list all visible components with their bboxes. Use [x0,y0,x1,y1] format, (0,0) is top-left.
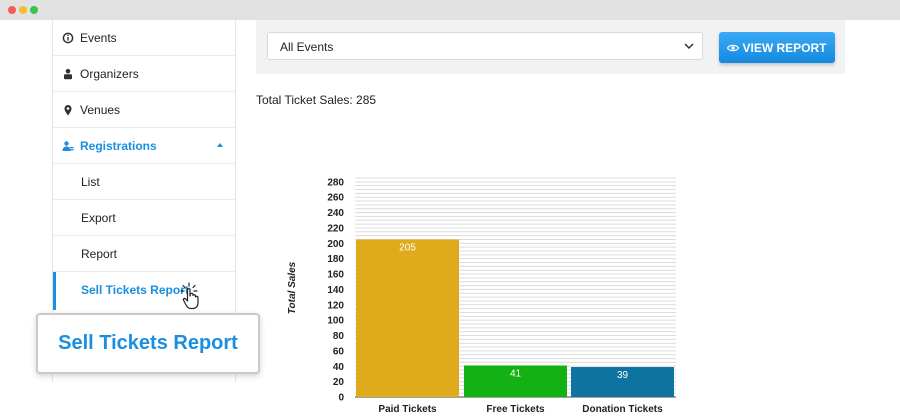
x-category-label: Paid Tickets [378,404,437,415]
y-tick-label: 100 [327,316,344,327]
sidebar-item-label: Events [80,31,117,45]
chart-bars [356,239,674,397]
sidebar-item-label: Organizers [80,67,139,81]
hand-pointer-icon [180,282,199,310]
sidebar-item-venues[interactable]: Venues [53,92,235,128]
y-tick-label: 20 [333,377,345,388]
chart-labels: 205 Paid Tickets 41 Free Tickets 39 Donation … [378,242,663,415]
maximize-window-icon[interactable] [30,6,38,14]
bar-value-label: 205 [399,242,416,253]
browser-title-bar [0,0,900,20]
chevron-down-icon [684,43,694,50]
x-category-label: Free Tickets [486,404,545,415]
info-circle-icon [62,32,74,44]
y-tick-label: 120 [327,300,344,311]
sidebar-subitem-export[interactable]: Export [53,200,235,236]
minimize-window-icon[interactable] [19,6,27,14]
sidebar-item-organizers[interactable]: Organizers [53,56,235,92]
bar-donation-tickets[interactable] [571,367,674,397]
y-tick-label: 60 [333,346,345,357]
y-tick-label: 180 [327,254,344,265]
sidebar-item-label: Export [81,211,116,225]
organizer-icon [64,68,72,80]
y-axis-ticks: 0 20 40 60 80 100 120 140 160 180 200 220 240 260 280 [327,177,344,403]
map-pin-icon [64,105,72,116]
close-window-icon[interactable] [8,6,16,14]
y-axis-label: Total Sales [287,261,298,314]
y-tick-label: 80 [333,331,345,342]
sidebar-item-label: Registrations [80,139,157,153]
y-tick-label: 200 [327,239,344,250]
bar-paid-tickets[interactable] [356,239,459,397]
view-report-label: VIEW REPORT [742,40,827,55]
x-category-label: Donation Tickets [582,404,663,415]
y-tick-label: 40 [333,362,345,373]
y-tick-label: 220 [327,223,344,234]
y-tick-label: 0 [338,393,344,404]
caret-up-icon [217,143,223,147]
sidebar-item-label: List [81,175,100,189]
report-filter-panel: All Events VIEW REPORT [256,20,845,74]
sidebar-item-registrations[interactable]: Registrations [53,128,235,164]
y-tick-label: 260 [327,193,344,204]
sidebar-item-events[interactable]: Events [53,20,235,56]
event-select[interactable]: All Events [267,32,703,60]
event-select-value: All Events [280,40,334,54]
users-icon [62,141,74,151]
y-tick-label: 240 [327,208,344,219]
eye-icon [727,44,740,51]
sidebar-subitem-report[interactable]: Report [53,236,235,272]
y-tick-label: 280 [327,177,344,188]
bar-value-label: 39 [617,370,629,381]
y-tick-label: 140 [327,285,344,296]
sidebar-item-label: Sell Tickets Report [81,283,189,297]
y-tick-label: 160 [327,270,344,281]
bar-value-label: 41 [510,368,522,379]
sidebar-subitem-sell-tickets-report[interactable]: Sell Tickets Report [53,272,235,310]
view-report-button[interactable]: VIEW REPORT [719,32,835,63]
total-ticket-sales: Total Ticket Sales: 285 [256,93,377,107]
bar-free-tickets[interactable] [464,365,567,397]
sidebar-subitem-list[interactable]: List [53,164,235,200]
ticket-sales-bar-chart: 020406080100120140160180200220240260280 … [287,177,676,415]
sidebar-item-label: Venues [80,103,121,117]
sell-tickets-report-callout: Sell Tickets Report [36,313,260,374]
sidebar-item-label: Report [81,247,118,261]
